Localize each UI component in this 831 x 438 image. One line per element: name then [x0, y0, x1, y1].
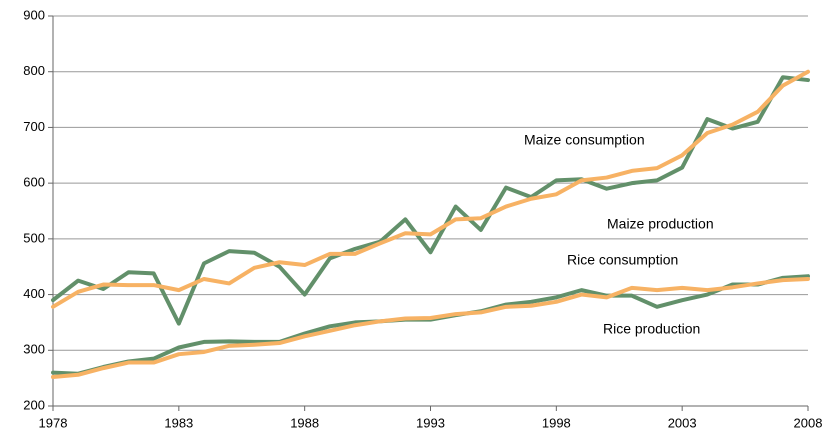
x-tick-label: 1988: [290, 415, 319, 430]
y-tick-label: 900: [23, 7, 45, 22]
series-label: Rice consumption: [567, 252, 678, 268]
series-label: Rice production: [603, 321, 700, 337]
series-label: Maize production: [607, 216, 714, 232]
x-tick-label: 1998: [542, 415, 571, 430]
y-tick-label: 300: [23, 342, 45, 357]
x-tick-label: 2003: [668, 415, 697, 430]
y-tick-label: 700: [23, 119, 45, 134]
x-tick-label: 1978: [39, 415, 68, 430]
x-tick-label: 2008: [794, 415, 823, 430]
x-tick-label: 1983: [164, 415, 193, 430]
y-tick-label: 600: [23, 175, 45, 190]
x-tick-label: 1993: [416, 415, 445, 430]
series-line: [51, 75, 810, 326]
y-tick-label: 500: [23, 230, 45, 245]
y-tick-label: 400: [23, 286, 45, 301]
series-label: Maize consumption: [524, 132, 645, 148]
series-line: [51, 69, 810, 309]
y-tick-label: 200: [23, 397, 45, 412]
y-tick-label: 800: [23, 63, 45, 78]
series-line: [51, 276, 810, 380]
